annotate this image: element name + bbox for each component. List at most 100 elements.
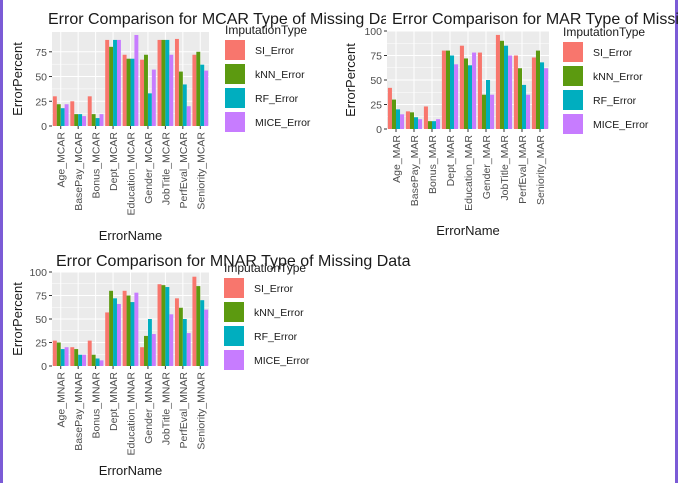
bar-RF_Error-Age_MNAR	[60, 349, 65, 366]
bar-MICE_Error-Education_MNAR	[134, 292, 139, 366]
x-tick-label: BasePay_MCAR	[73, 132, 85, 211]
x-tick-label: Dept_MCAR	[108, 132, 120, 191]
bar-RF_Error-Education_MCAR	[130, 58, 135, 126]
bar-RF_Error-Seniority_MAR	[540, 62, 545, 129]
bar-RF_Error-Gender_MAR	[486, 80, 491, 129]
y-tick-label: 0	[41, 361, 47, 373]
bar-RF_Error-JobTitle_MCAR	[165, 39, 170, 127]
bar-RF_Error-JobTitle_MNAR	[165, 287, 170, 366]
legend-label: MICE_Error	[255, 117, 311, 129]
x-tick-label: JobTitle_MAR	[499, 135, 511, 201]
legend-title: ImputationType	[224, 261, 306, 275]
bar-RF_Error-Age_MAR	[396, 109, 401, 129]
legend-label: RF_Error	[255, 93, 299, 105]
x-tick-label: Seniority_MAR	[535, 135, 547, 205]
legend-label: SI_Error	[254, 283, 294, 295]
bar-SI_Error-Age_MNAR	[52, 340, 57, 366]
bar-SI_Error-Education_MAR	[459, 45, 464, 130]
bar-SI_Error-Education_MNAR	[122, 290, 127, 366]
legend-key-SI_Error	[225, 40, 245, 60]
bar-SI_Error-PerfEval_MCAR	[174, 38, 179, 126]
legend-title: ImputationType	[225, 23, 307, 37]
bar-kNN_Error-JobTitle_MNAR	[161, 285, 166, 366]
bar-MICE_Error-PerfEval_MAR	[526, 94, 531, 129]
bar-MICE_Error-Seniority_MNAR	[204, 309, 209, 366]
bar-kNN_Error-Seniority_MAR	[535, 50, 540, 129]
chart-title: Error Comparison for MAR Type of Missing…	[392, 11, 678, 28]
legend-key-kNN_Error	[563, 66, 583, 86]
bar-SI_Error-JobTitle_MNAR	[157, 284, 162, 366]
legend-key-MICE_Error	[563, 114, 583, 134]
y-tick-label: 50	[35, 72, 47, 84]
legend-label: SI_Error	[593, 47, 633, 59]
bar-RF_Error-BasePay_MCAR	[78, 114, 83, 126]
x-tick-label: Education_MAR	[463, 135, 475, 211]
bar-RF_Error-Gender_MCAR	[147, 93, 152, 126]
bar-MICE_Error-Bonus_MAR	[436, 119, 441, 129]
bar-MICE_Error-Age_MNAR	[64, 347, 69, 366]
x-tick-label: BasePay_MNAR	[73, 372, 85, 451]
bar-SI_Error-Dept_MAR	[441, 50, 446, 129]
bar-MICE_Error-Bonus_MNAR	[99, 360, 104, 366]
x-tick-label: PerfEval_MAR	[517, 135, 529, 204]
bar-RF_Error-Seniority_MCAR	[200, 64, 205, 126]
chart-title: Error Comparison for MCAR Type of Missin…	[48, 11, 403, 28]
legend-label: RF_Error	[254, 331, 298, 343]
bar-kNN_Error-Age_MNAR	[56, 342, 61, 366]
bar-SI_Error-Gender_MNAR	[140, 347, 145, 366]
bar-kNN_Error-BasePay_MCAR	[74, 114, 79, 126]
legend-key-RF_Error	[225, 88, 245, 108]
bar-RF_Error-BasePay_MAR	[414, 117, 419, 129]
bar-MICE_Error-BasePay_MAR	[418, 119, 423, 129]
y-tick-label: 25	[370, 100, 382, 112]
y-tick-label: 0	[376, 124, 382, 136]
bar-MICE_Error-PerfEval_MNAR	[186, 333, 191, 366]
y-axis-title: ErrorPercent	[343, 43, 358, 117]
y-axis-title: ErrorPercent	[10, 282, 25, 356]
y-tick-label: 50	[35, 314, 47, 326]
legend-title: ImputationType	[563, 25, 645, 39]
x-axis-title: ErrorName	[436, 223, 500, 238]
bar-RF_Error-PerfEval_MCAR	[182, 84, 187, 126]
legend-key-SI_Error	[224, 278, 244, 298]
legend-key-kNN_Error	[224, 302, 244, 322]
bar-MICE_Error-Gender_MAR	[490, 94, 495, 129]
bar-RF_Error-Bonus_MAR	[432, 121, 437, 129]
bar-MICE_Error-Dept_MAR	[454, 64, 459, 129]
y-tick-label: 75	[370, 51, 382, 63]
legend-label: MICE_Error	[593, 119, 649, 131]
bar-RF_Error-Seniority_MNAR	[200, 300, 205, 366]
chart-title: Error Comparison for MNAR Type of Missin…	[56, 253, 411, 270]
x-tick-label: BasePay_MAR	[409, 135, 421, 207]
x-tick-label: Gender_MAR	[481, 135, 493, 200]
bar-SI_Error-Seniority_MCAR	[192, 54, 197, 126]
bar-MICE_Error-Education_MCAR	[134, 34, 139, 126]
x-tick-label: Seniority_MNAR	[195, 372, 207, 450]
bar-MICE_Error-JobTitle_MCAR	[169, 54, 174, 126]
bar-SI_Error-Gender_MCAR	[140, 59, 145, 126]
bar-kNN_Error-Gender_MAR	[481, 94, 486, 129]
y-axis-title: ErrorPercent	[10, 42, 25, 116]
legend-key-RF_Error	[224, 326, 244, 346]
y-tick-label: 100	[364, 26, 382, 38]
legend-label: RF_Error	[593, 95, 637, 107]
x-tick-label: Age_MAR	[391, 135, 403, 183]
bar-MICE_Error-Bonus_MCAR	[99, 114, 104, 126]
bar-RF_Error-Gender_MNAR	[147, 319, 152, 366]
bar-kNN_Error-PerfEval_MAR	[517, 68, 522, 129]
bar-SI_Error-Gender_MAR	[477, 52, 482, 130]
bar-kNN_Error-Dept_MAR	[445, 50, 450, 129]
bar-MICE_Error-Age_MAR	[400, 114, 405, 129]
x-tick-label: JobTitle_MCAR	[160, 132, 172, 206]
x-tick-label: Dept_MNAR	[108, 372, 120, 431]
x-tick-label: Age_MNAR	[56, 372, 68, 428]
bar-SI_Error-PerfEval_MAR	[513, 55, 518, 129]
y-tick-label: 25	[35, 338, 47, 350]
bar-RF_Error-Age_MCAR	[60, 108, 65, 126]
bar-kNN_Error-Age_MCAR	[56, 104, 61, 126]
bar-MICE_Error-Education_MAR	[472, 52, 477, 130]
bar-SI_Error-Seniority_MAR	[531, 57, 536, 129]
bar-kNN_Error-Gender_MCAR	[144, 54, 148, 126]
